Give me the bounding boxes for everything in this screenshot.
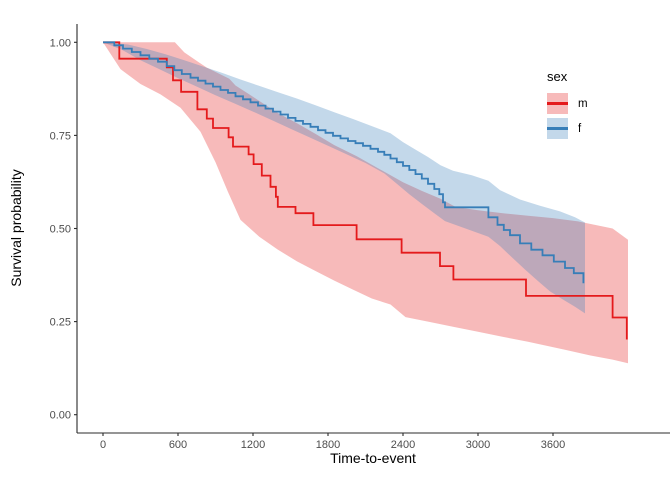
legend-label-f: f — [578, 122, 582, 135]
x-axis-title: Time-to-event — [330, 450, 416, 466]
x-tick-label: 3600 — [541, 439, 565, 451]
legend-item-f: f — [547, 118, 588, 139]
survival-curve-f — [103, 41, 585, 284]
legend-title: sex — [547, 69, 568, 84]
ci-ribbons-layer — [103, 42, 628, 364]
x-tick-label: 600 — [169, 439, 187, 451]
tick-labels-layer: 0 600 1200 1800 2400 3000 3600 0.00 0.25 0.50 0.75… — [50, 37, 566, 451]
ci-ribbon-m — [103, 42, 628, 364]
legend-label-m: m — [578, 97, 588, 110]
legend-key-f-swatch — [547, 118, 568, 139]
y-tick-label: 0.00 — [50, 410, 71, 422]
y-tick-label: 1.00 — [50, 37, 71, 49]
y-tick-label: 0.75 — [50, 130, 71, 142]
y-tick-label: 0.25 — [50, 317, 71, 329]
survival-curve-m — [103, 41, 628, 340]
legend: sex m f — [547, 70, 588, 143]
survival-curves-layer — [103, 41, 628, 340]
y-axis-title: Survival probability — [8, 169, 24, 287]
x-tick-label: 0 — [100, 439, 106, 451]
x-tick-label: 1800 — [316, 439, 340, 451]
x-tick-label: 2400 — [391, 439, 415, 451]
legend-key-f-line-icon — [547, 127, 568, 130]
axes-layer — [74, 24, 670, 436]
x-tick-label: 3000 — [466, 439, 490, 451]
legend-item-m: m — [547, 93, 588, 114]
x-tick-label: 1200 — [241, 439, 265, 451]
legend-key-m-swatch — [547, 93, 568, 114]
y-tick-label: 0.50 — [50, 224, 71, 236]
legend-key-m-line-icon — [547, 102, 568, 105]
